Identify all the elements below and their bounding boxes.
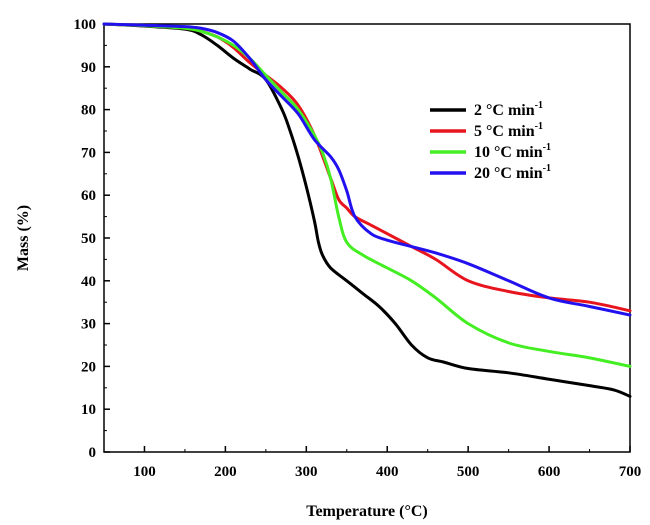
y-tick-label: 0 xyxy=(89,445,97,461)
y-tick-label: 80 xyxy=(81,103,96,119)
x-axis: 100 200 300 400 500 600 700 xyxy=(133,446,641,480)
x-axis-title: Temperature (°C) xyxy=(306,503,427,520)
x-tick-label: 300 xyxy=(295,464,318,480)
legend-label: 2 °C min-1 xyxy=(474,100,543,119)
x-tick-label: 700 xyxy=(619,464,642,480)
series-line-1 xyxy=(102,22,632,398)
legend-label: 10 °C min-1 xyxy=(474,142,551,161)
y-tick-label: 10 xyxy=(81,402,96,418)
series-line-4 xyxy=(102,22,632,317)
y-tick-label: 90 xyxy=(81,60,96,76)
y-tick-label: 20 xyxy=(81,359,96,375)
plot-frame xyxy=(103,23,631,453)
y-axis-title: Mass (%) xyxy=(15,205,32,271)
x-tick-label: 100 xyxy=(133,464,156,480)
x-tick-label: 400 xyxy=(376,464,399,480)
y-tick-label: 30 xyxy=(81,317,96,333)
x-tick-label: 500 xyxy=(457,464,480,480)
x-tick-label: 200 xyxy=(214,464,237,480)
series-lines xyxy=(102,22,632,398)
legend: 2 °C min-1 5 °C min-1 10 °C min-1 20 °C min… xyxy=(430,100,551,182)
y-tick-label: 60 xyxy=(81,188,96,204)
y-tick-label: 100 xyxy=(74,17,97,33)
y-tick-label: 70 xyxy=(81,145,96,161)
x-tick-label: 600 xyxy=(538,464,561,480)
legend-label: 20 °C min-1 xyxy=(474,163,551,182)
y-tick-label: 40 xyxy=(81,274,96,290)
legend-label: 5 °C min-1 xyxy=(474,121,543,140)
y-axis: 0 10 20 30 40 50 60 70 80 90 100 xyxy=(74,17,110,461)
series-line-3 xyxy=(102,22,632,368)
series-line-2 xyxy=(102,22,632,313)
y-tick-label: 50 xyxy=(81,231,96,247)
